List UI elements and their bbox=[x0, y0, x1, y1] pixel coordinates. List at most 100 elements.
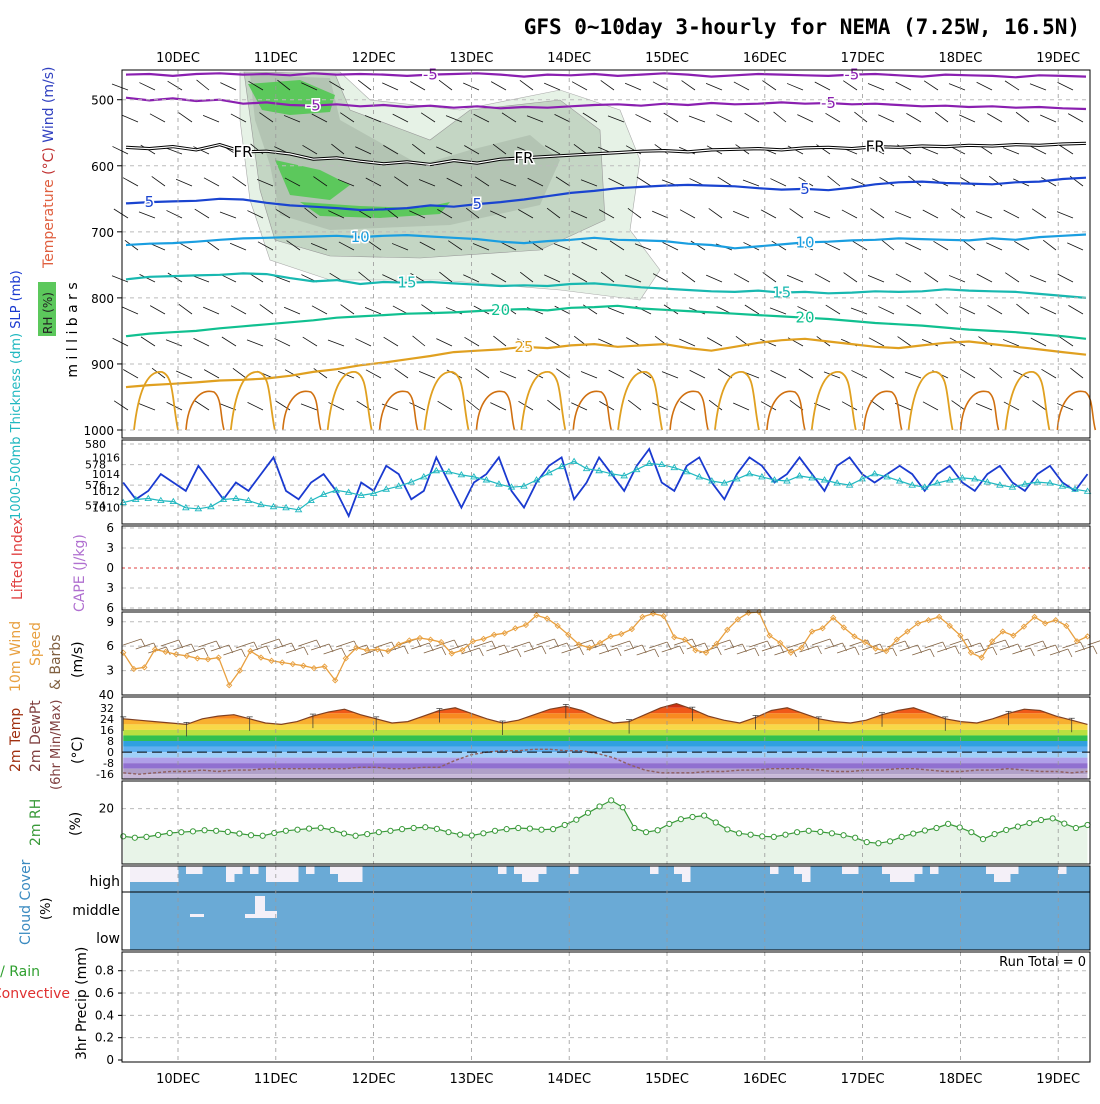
thickness-marker bbox=[682, 467, 691, 475]
wind-barb bbox=[744, 112, 760, 123]
cloud-clear-cell bbox=[882, 866, 891, 874]
cloud-clear-cell bbox=[1058, 866, 1067, 874]
wind-barb bbox=[841, 401, 858, 411]
wind-barb bbox=[230, 305, 247, 315]
rh2m-marker bbox=[143, 833, 150, 840]
wind-barb bbox=[1032, 400, 1047, 411]
wind-barb-flag bbox=[479, 647, 484, 657]
y-tick-label: -8 bbox=[103, 757, 114, 770]
thickness-marker bbox=[845, 481, 854, 488]
rh2m-marker bbox=[550, 826, 557, 833]
wind-barb bbox=[976, 81, 993, 91]
rh2m-marker bbox=[120, 833, 127, 840]
wind-barb bbox=[175, 178, 193, 187]
cloud-level-label: high bbox=[89, 874, 120, 890]
wind-barb bbox=[1068, 305, 1084, 315]
cloud-mid-clear bbox=[255, 896, 265, 918]
wind-barb bbox=[581, 241, 598, 251]
wind-barb bbox=[464, 336, 480, 347]
rh2m-marker bbox=[166, 829, 173, 837]
thickness-marker bbox=[169, 497, 178, 505]
wind-barb bbox=[383, 145, 399, 155]
run-total-label: Run Total = 0 bbox=[999, 955, 1086, 970]
wind-barb-flag bbox=[303, 646, 309, 656]
wind-barb bbox=[355, 338, 372, 347]
cloud-clear-cell bbox=[682, 866, 691, 882]
thickness-marker bbox=[269, 502, 278, 510]
rh2m-marker bbox=[491, 827, 499, 834]
wind-barb bbox=[870, 208, 885, 219]
thickness-marker bbox=[257, 500, 265, 508]
thickness-marker bbox=[382, 485, 391, 492]
wind-speed-marker bbox=[1020, 623, 1028, 630]
upper-ylabel-part: Wind bbox=[41, 103, 57, 143]
thickness-marker bbox=[632, 465, 641, 473]
wind-speed-marker bbox=[1073, 638, 1081, 645]
wind-barb-flag bbox=[1092, 645, 1098, 655]
wind-barb-10m bbox=[649, 641, 668, 649]
y-tick-label: 900 bbox=[91, 358, 114, 372]
wind-barb-10m bbox=[661, 645, 680, 653]
wind-barb bbox=[878, 306, 895, 315]
wind-barb-10m bbox=[924, 641, 943, 649]
wind-barb-flag bbox=[266, 645, 271, 655]
thickness-marker bbox=[332, 486, 340, 493]
thickness-marker bbox=[720, 479, 729, 486]
wind-barb bbox=[894, 211, 912, 219]
wind-barb bbox=[329, 81, 345, 91]
thickness-marker bbox=[908, 481, 917, 488]
wind-barb bbox=[878, 114, 895, 123]
wind-barb-10m bbox=[1024, 640, 1044, 648]
wind-barb bbox=[786, 274, 804, 283]
wind-barb-10m bbox=[999, 643, 1019, 651]
wind-speed-marker bbox=[459, 647, 466, 654]
wind-barb bbox=[906, 304, 922, 315]
wind-speed-marker bbox=[596, 639, 604, 647]
contour-label: 15 bbox=[397, 274, 416, 292]
wind-barb bbox=[500, 241, 517, 251]
wind-barb bbox=[708, 208, 723, 219]
cloud-clear-cell bbox=[770, 866, 779, 874]
wind-barb bbox=[419, 241, 436, 251]
rh2m-marker bbox=[759, 833, 766, 840]
precip-ylabel: 3hr Precip (mm) bbox=[74, 947, 90, 1060]
wind-barb-10m bbox=[611, 640, 630, 648]
rh-legend-label: RH (%) bbox=[41, 292, 55, 334]
rh2m-marker bbox=[1061, 820, 1068, 827]
rh2m-marker bbox=[306, 825, 313, 832]
wind-barb bbox=[948, 275, 966, 283]
rh2m-marker bbox=[875, 840, 882, 847]
wind-barb bbox=[1003, 209, 1020, 219]
wind-barb bbox=[662, 241, 679, 251]
wind-barb bbox=[492, 143, 507, 155]
rh2m-marker bbox=[735, 830, 743, 837]
cloud-clear-cell bbox=[994, 866, 1003, 882]
rh2m-marker bbox=[224, 828, 231, 836]
bl-darkorange-contour bbox=[572, 390, 613, 431]
rh2m-ylabel: 2m RH bbox=[28, 799, 44, 846]
rh2m-marker bbox=[1014, 823, 1021, 830]
rh2m-marker bbox=[979, 836, 987, 843]
wind-barb bbox=[196, 79, 210, 91]
wind-barb bbox=[679, 209, 696, 219]
contour-label: 20 bbox=[795, 309, 814, 327]
wind-speed-marker bbox=[1042, 620, 1049, 627]
wind-barb-10m bbox=[811, 638, 831, 646]
bl-orange-contour bbox=[133, 371, 179, 431]
wind-barb bbox=[328, 210, 345, 219]
wind-barb bbox=[681, 272, 696, 283]
wind-barb-10m bbox=[448, 643, 467, 651]
y-tick-label-right: 1014 bbox=[92, 468, 120, 481]
y-tick-label: 0 bbox=[106, 1053, 114, 1067]
wind-barb bbox=[517, 146, 534, 155]
wind-speed-marker bbox=[183, 652, 190, 660]
wind-barb bbox=[760, 401, 777, 411]
wind-speed-marker bbox=[649, 610, 657, 617]
rh2m-marker bbox=[968, 829, 975, 836]
thickness-marker bbox=[657, 460, 666, 468]
wind-speed-marker bbox=[1063, 622, 1070, 629]
upper-ylabel-part: (m/s) bbox=[41, 66, 57, 103]
bl-darkorange-contour bbox=[766, 390, 806, 431]
wind-barb-10m bbox=[824, 642, 843, 650]
